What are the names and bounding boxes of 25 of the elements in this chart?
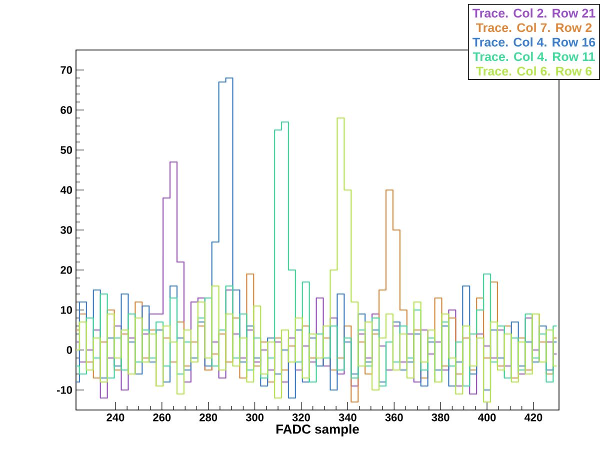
x-tick-label: 300 [246,414,264,422]
y-tick-label: 60 [60,106,72,114]
x-tick-label: 360 [385,414,403,422]
x-tick-label: 240 [106,414,124,422]
text: Trace. Col 4. Row 11 [472,52,595,62]
y-tick-label: 50 [60,146,72,154]
x-tick-label: 400 [478,414,496,422]
y-tick-label: 40 [60,186,72,194]
y-tick-label: 30 [60,226,72,234]
y-tick-label: -10 [56,386,72,394]
y-tick-label: 10 [60,306,72,314]
text: Trace. Col 2. Row 21 [472,8,596,18]
y-tick-label: 70 [60,66,72,74]
text: Trace. Col 4. Row 16 [472,37,596,47]
text: Trace. Col 6. Row 6 [476,66,592,76]
x-tick-label: 420 [524,414,542,422]
x-axis-title: FADC sample [276,424,359,436]
y-tick-label: 0 [66,346,72,354]
y-tick-label: 20 [60,266,72,274]
x-tick-label: 380 [432,414,450,422]
x-tick-label: 340 [338,414,356,422]
x-tick-label: 280 [200,414,218,422]
x-tick-label: 320 [292,414,310,422]
x-tick-label: 260 [153,414,171,422]
text: Trace. Col 7. Row 2 [476,22,592,32]
